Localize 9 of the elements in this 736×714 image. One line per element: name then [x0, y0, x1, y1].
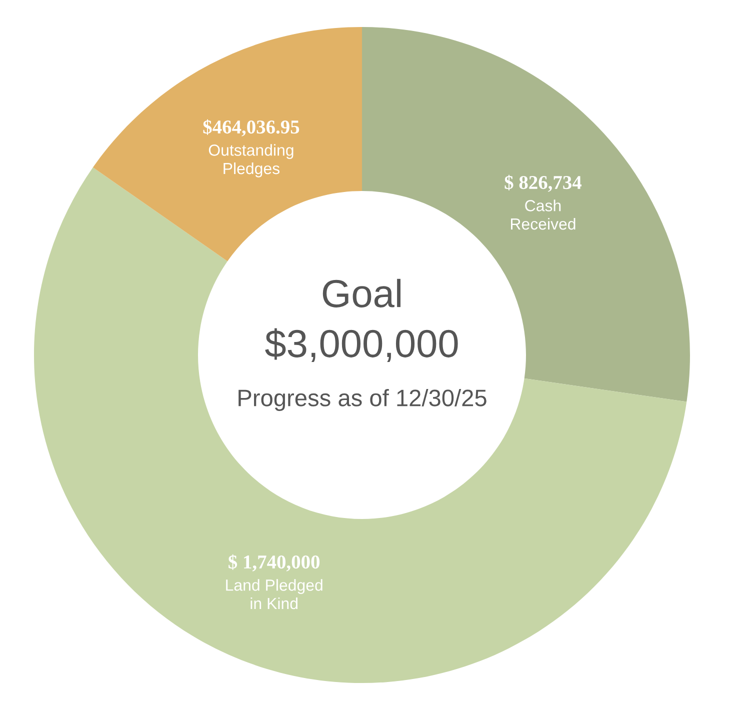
- slice-label: Land Pledged in Kind: [226, 579, 322, 610]
- slice-label: Outstanding Pledges: [208, 144, 294, 178]
- data-label: $ 1,740,000: [228, 554, 320, 572]
- text: $3,000,000: [265, 328, 458, 362]
- data-label: $464,036.95: [203, 119, 300, 136]
- slice-label: Cash Received: [511, 200, 576, 230]
- data-label: $ 826,734: [504, 174, 582, 192]
- text: Progress as of 12/30/25: [238, 388, 486, 412]
- text: Goal: [322, 278, 400, 308]
